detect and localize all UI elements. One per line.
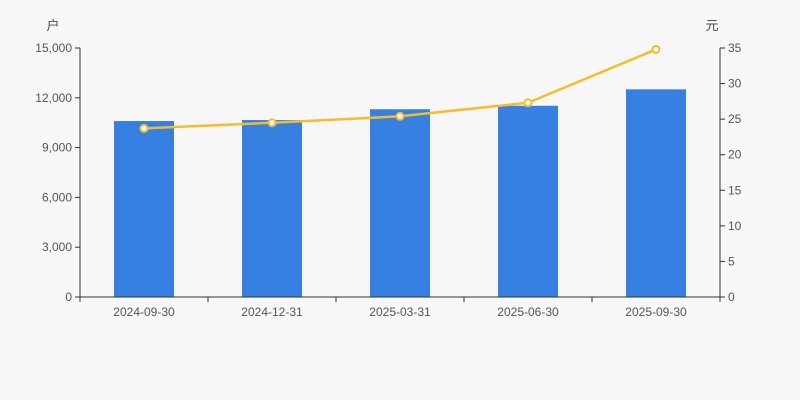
bar-2024-12-31 [242,120,302,297]
left-axis-unit-label: 户 [46,18,60,33]
x-category-label: 2024-09-30 [113,305,175,319]
right-axis-tick-label: 35 [728,41,742,55]
left-axis-tick-label: 15,000 [35,41,72,55]
right-axis-tick-label: 20 [728,148,742,162]
trend-point-2025-06-30 [523,98,533,108]
right-axis-tick-label: 25 [728,112,742,126]
left-axis-tick-label: 9,000 [42,141,72,155]
trend-point-2024-09-30 [139,123,149,133]
x-category-label: 2025-06-30 [497,305,559,319]
x-category-label: 2024-12-31 [241,305,303,319]
right-axis-unit-label: 元 [705,18,719,33]
x-category-label: 2025-09-30 [625,305,687,319]
trend-point-2024-12-31 [267,118,277,128]
bar-2025-06-30 [498,105,558,297]
left-axis-tick-label: 6,000 [42,190,72,204]
bar-2025-09-30 [626,89,686,297]
right-axis-tick-label: 10 [728,219,742,233]
left-axis-tick-label: 0 [65,290,72,304]
left-axis-tick-label: 12,000 [35,91,72,105]
right-axis-tick-label: 15 [728,183,742,197]
right-axis-tick-label: 5 [728,254,735,268]
bar-2025-03-31 [370,109,430,297]
right-axis-tick-label: 0 [728,290,735,304]
left-axis-tick-label: 3,000 [42,240,72,254]
bar-2024-09-30 [114,121,174,297]
trend-point-2025-09-30 [651,44,661,54]
x-category-label: 2025-03-31 [369,305,431,319]
right-axis-tick-label: 30 [728,77,742,91]
trend-point-2025-03-31 [395,111,405,121]
